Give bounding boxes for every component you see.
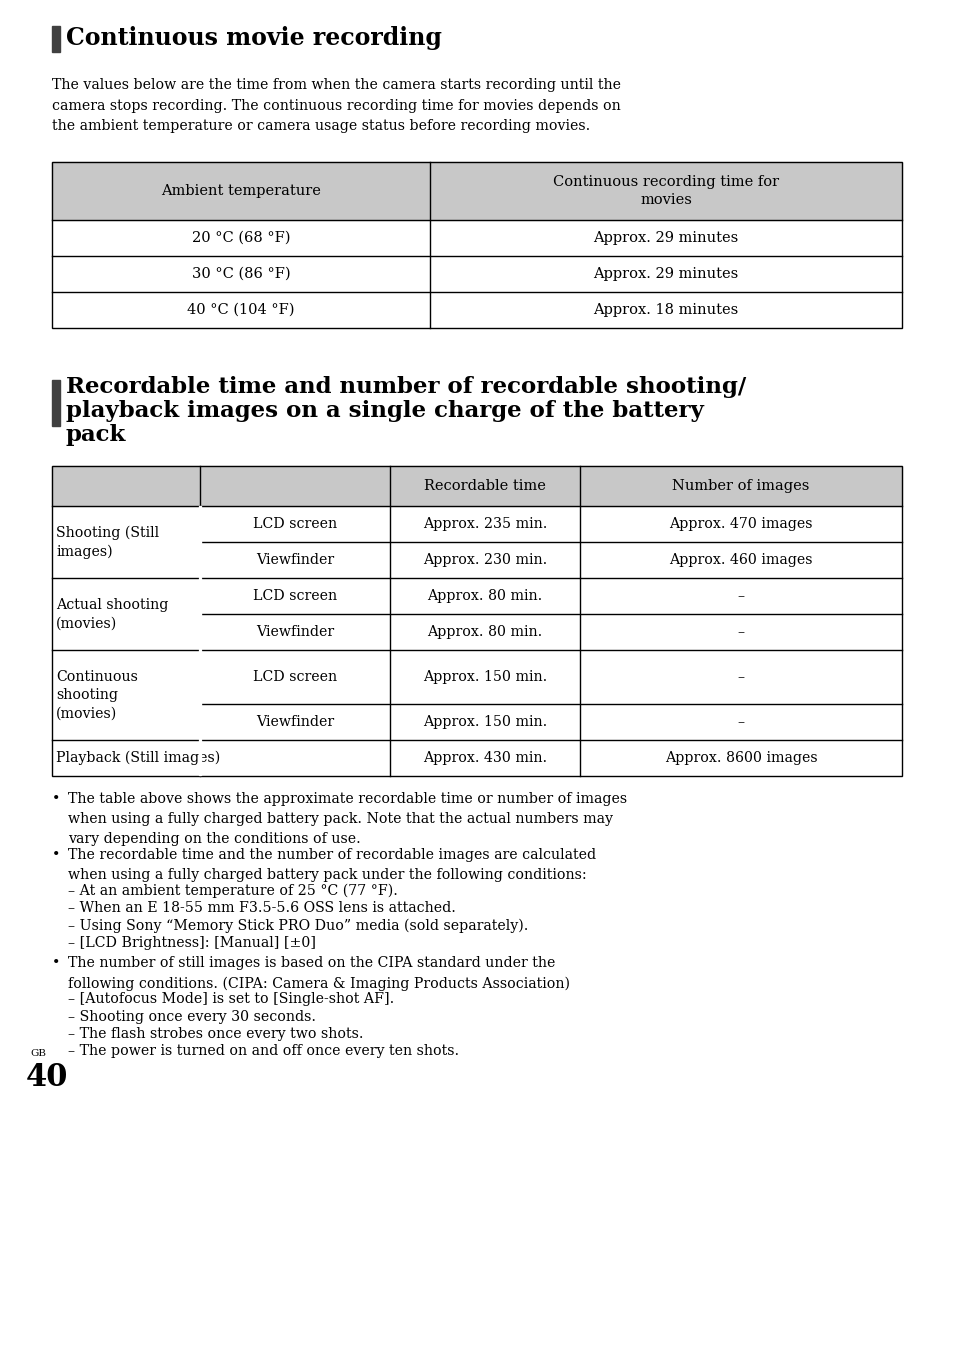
- Text: Approx. 150 min.: Approx. 150 min.: [422, 716, 547, 729]
- Text: Approx. 18 minutes: Approx. 18 minutes: [593, 303, 738, 317]
- Text: 40: 40: [26, 1063, 69, 1093]
- Text: Approx. 80 min.: Approx. 80 min.: [427, 625, 542, 639]
- Text: Approx. 230 min.: Approx. 230 min.: [422, 553, 547, 568]
- Text: 30 °C (86 °F): 30 °C (86 °F): [192, 268, 290, 281]
- Text: •: •: [52, 956, 60, 970]
- Bar: [52, 465, 901, 776]
- Text: Recordable time: Recordable time: [424, 479, 545, 494]
- Text: Viewfinder: Viewfinder: [255, 625, 334, 639]
- Text: – At an ambient temperature of 25 °C (77 °F).: – At an ambient temperature of 25 °C (77…: [68, 884, 397, 898]
- Bar: [52, 161, 901, 328]
- Text: Continuous
shooting
(movies): Continuous shooting (movies): [56, 670, 138, 721]
- Text: – Shooting once every 30 seconds.: – Shooting once every 30 seconds.: [68, 1010, 315, 1024]
- Text: –: –: [737, 625, 743, 639]
- Text: – The flash strobes once every two shots.: – The flash strobes once every two shots…: [68, 1028, 363, 1041]
- Bar: [199, 506, 201, 577]
- Text: Ambient temperature: Ambient temperature: [161, 184, 320, 198]
- Text: Number of images: Number of images: [672, 479, 809, 494]
- Text: – When an E 18-55 mm F3.5-5.6 OSS lens is attached.: – When an E 18-55 mm F3.5-5.6 OSS lens i…: [68, 901, 456, 916]
- Text: The values below are the time from when the camera starts recording until the
ca: The values below are the time from when …: [52, 78, 620, 133]
- Text: LCD screen: LCD screen: [253, 516, 336, 531]
- Text: Continuous recording time for
movies: Continuous recording time for movies: [553, 175, 779, 207]
- Text: 20 °C (68 °F): 20 °C (68 °F): [192, 231, 290, 245]
- Bar: [52, 465, 901, 506]
- Text: GB: GB: [30, 1049, 46, 1057]
- Text: Approx. 29 minutes: Approx. 29 minutes: [593, 268, 738, 281]
- Text: Approx. 460 images: Approx. 460 images: [669, 553, 812, 568]
- Text: Shooting (Still
images): Shooting (Still images): [56, 526, 159, 558]
- Text: The number of still images is based on the CIPA standard under the
following con: The number of still images is based on t…: [68, 956, 569, 991]
- Bar: [199, 578, 201, 650]
- Bar: [52, 26, 60, 52]
- Text: Approx. 430 min.: Approx. 430 min.: [422, 751, 546, 765]
- Text: Viewfinder: Viewfinder: [255, 716, 334, 729]
- Text: The recordable time and the number of recordable images are calculated
when usin: The recordable time and the number of re…: [68, 847, 596, 882]
- Text: Continuous movie recording: Continuous movie recording: [66, 26, 441, 50]
- Text: •: •: [52, 847, 60, 862]
- Text: •: •: [52, 792, 60, 806]
- Text: Approx. 8600 images: Approx. 8600 images: [664, 751, 817, 765]
- Text: Recordable time and number of recordable shooting/: Recordable time and number of recordable…: [66, 377, 745, 398]
- Text: – The power is turned on and off once every ten shots.: – The power is turned on and off once ev…: [68, 1045, 458, 1059]
- Text: –: –: [737, 589, 743, 603]
- Text: Approx. 235 min.: Approx. 235 min.: [422, 516, 547, 531]
- Bar: [52, 381, 60, 426]
- Text: – [LCD Brightness]: [Manual] [±0]: – [LCD Brightness]: [Manual] [±0]: [68, 936, 315, 951]
- Text: Actual shooting
(movies): Actual shooting (movies): [56, 597, 168, 631]
- Text: Approx. 470 images: Approx. 470 images: [669, 516, 812, 531]
- Text: playback images on a single charge of the battery: playback images on a single charge of th…: [66, 399, 703, 422]
- Text: Approx. 80 min.: Approx. 80 min.: [427, 589, 542, 603]
- Text: Approx. 150 min.: Approx. 150 min.: [422, 670, 547, 685]
- Bar: [199, 650, 201, 738]
- Bar: [52, 161, 901, 221]
- Text: pack: pack: [66, 424, 126, 447]
- Text: Viewfinder: Viewfinder: [255, 553, 334, 568]
- Text: –: –: [737, 670, 743, 685]
- Text: –: –: [737, 716, 743, 729]
- Text: – Using Sony “Memory Stick PRO Duo” media (sold separately).: – Using Sony “Memory Stick PRO Duo” medi…: [68, 919, 528, 933]
- Bar: [199, 740, 201, 775]
- Text: The table above shows the approximate recordable time or number of images
when u: The table above shows the approximate re…: [68, 792, 626, 846]
- Text: Playback (Still images): Playback (Still images): [56, 751, 220, 765]
- Text: LCD screen: LCD screen: [253, 589, 336, 603]
- Text: – [Autofocus Mode] is set to [Single-shot AF].: – [Autofocus Mode] is set to [Single-sho…: [68, 993, 394, 1006]
- Text: Approx. 29 minutes: Approx. 29 minutes: [593, 231, 738, 245]
- Text: 40 °C (104 °F): 40 °C (104 °F): [187, 303, 294, 317]
- Text: LCD screen: LCD screen: [253, 670, 336, 685]
